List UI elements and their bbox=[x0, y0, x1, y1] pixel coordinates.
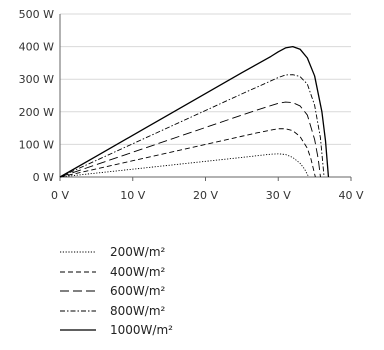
series-line-5 bbox=[59, 45, 330, 178]
legend-swatch bbox=[60, 310, 96, 311]
y-tick-label: 400 W bbox=[19, 41, 54, 54]
legend-label: 800W/m² bbox=[110, 303, 166, 318]
y-tick-label: 300 W bbox=[19, 73, 54, 86]
legend-swatch bbox=[60, 271, 96, 272]
legend-label: 600W/m² bbox=[110, 284, 166, 298]
axes bbox=[59, 14, 352, 181]
series-line-2 bbox=[59, 128, 316, 178]
x-tick-label: 10 V bbox=[120, 189, 145, 202]
grid-lines bbox=[60, 13, 351, 145]
pv-power-chart: 0 W 100 W 200 W 300 W 400 W 500 W 0 V 10 V 20 V… bbox=[19, 8, 364, 202]
legend-label: 400W/m² bbox=[110, 264, 166, 279]
y-tick-label: 100 W bbox=[19, 138, 54, 151]
series-line-4 bbox=[59, 74, 325, 178]
x-tick-labels: 0 V 10 V 20 V 30 V 40 V bbox=[51, 189, 364, 202]
series-line-1 bbox=[59, 153, 310, 178]
x-tick-label: 40 V bbox=[338, 189, 363, 202]
legend-swatch bbox=[60, 329, 96, 331]
series-lines bbox=[59, 45, 330, 178]
x-tick-label: 0 V bbox=[51, 189, 69, 202]
legend-swatch bbox=[60, 290, 96, 292]
x-tick-label: 20 V bbox=[193, 189, 218, 202]
legend-label: 1000W/m² bbox=[110, 323, 173, 337]
legend-swatch bbox=[60, 251, 96, 253]
y-tick-label: 200 W bbox=[19, 106, 54, 119]
x-tick-label: 30 V bbox=[266, 189, 291, 202]
series-line-3 bbox=[59, 101, 321, 178]
y-tick-label: 500 W bbox=[19, 8, 54, 21]
y-tick-label: 0 W bbox=[33, 171, 54, 184]
y-tick-labels: 0 W 100 W 200 W 300 W 400 W 500 W bbox=[19, 8, 54, 184]
legend-label: 200W/m² bbox=[110, 245, 166, 259]
